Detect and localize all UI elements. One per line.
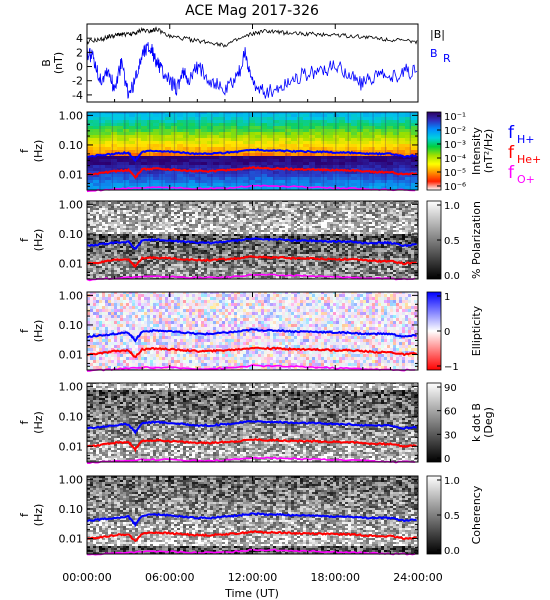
figure: ACE Mag 2017-326 Time (UT) 420-2-4B (nT)|… [18, 3, 541, 600]
